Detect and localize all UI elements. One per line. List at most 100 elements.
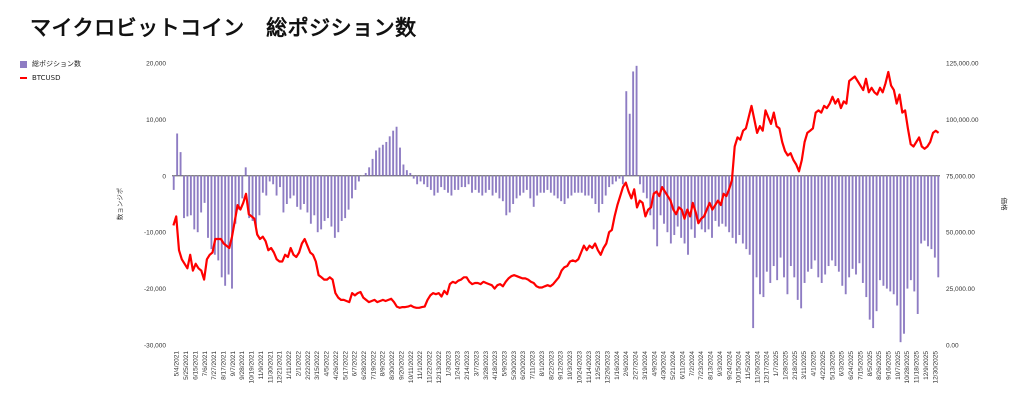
bar [765, 175, 768, 272]
bar [889, 175, 892, 292]
bar [848, 175, 851, 278]
bar [491, 175, 494, 196]
legend-item-bars: 総ポジション数 [20, 59, 81, 69]
x-tick-label: 1/7/2025 [773, 351, 780, 377]
bar [735, 175, 737, 244]
bar [193, 175, 196, 230]
bar [405, 170, 408, 176]
x-tick-label: 11/30/2021 [267, 351, 274, 383]
bar [237, 175, 240, 210]
bar [656, 175, 659, 247]
bar [906, 175, 909, 289]
x-tick-label: 5/9/2023 [502, 351, 509, 377]
x-tick-label: 12/30/2025 [932, 351, 939, 384]
bar [724, 175, 727, 227]
x-tick-label: 7/23/2024 [698, 351, 705, 380]
x-tick-label: 9/20/2022 [399, 351, 406, 380]
bar [868, 175, 871, 320]
bar [474, 175, 477, 190]
bar [255, 175, 257, 227]
bar [543, 175, 545, 193]
bar [635, 65, 638, 176]
bar [608, 175, 611, 188]
x-tick-label: 11/22/2022 [427, 351, 434, 383]
bar [327, 175, 329, 219]
bar [937, 175, 940, 278]
bar [879, 175, 881, 281]
bar [573, 175, 576, 193]
x-tick-label: 10/28/2025 [904, 351, 911, 384]
bar [316, 175, 319, 233]
x-tick-label: 8/1/2023 [539, 351, 546, 377]
bar [649, 175, 652, 216]
x-tick-label: 10/3/2023 [567, 351, 574, 380]
x-tick-label: 9/16/2025 [886, 351, 893, 380]
y-tick-left: -20,000 [144, 286, 166, 293]
x-tick-label: 3/19/2024 [642, 351, 649, 380]
bar [663, 175, 665, 224]
bar [268, 175, 271, 182]
bar [426, 175, 429, 188]
bar [220, 175, 223, 278]
bar [282, 175, 285, 213]
bar [183, 175, 185, 219]
bar [443, 175, 446, 190]
y-axis-title-right: 価格 [1000, 198, 1009, 212]
bar [892, 175, 895, 295]
y-tick-left: -30,000 [144, 343, 166, 350]
bar [234, 175, 237, 224]
bar [837, 175, 840, 272]
bar [567, 175, 569, 199]
bar [203, 175, 206, 203]
bar [467, 175, 470, 185]
bar [858, 175, 861, 264]
bar [453, 175, 456, 190]
x-tick-label: 1/3/2023 [445, 351, 452, 377]
bar [841, 175, 844, 286]
x-tick-label: 9/3/2024 [717, 351, 724, 377]
y-tick-right: 100,000.00 [946, 117, 979, 124]
bar [632, 71, 635, 176]
bar [618, 175, 621, 179]
bar [375, 150, 377, 176]
x-tick-label: 7/11/2023 [530, 351, 537, 380]
bar [560, 175, 563, 202]
bar [813, 175, 816, 261]
x-tick-label: 5/25/2021 [183, 351, 190, 380]
y-tick-right: 125,000.00 [946, 61, 979, 68]
bar [392, 130, 395, 176]
bar [207, 175, 209, 238]
x-tick-label: 11/18/2025 [914, 351, 921, 383]
bar [903, 175, 905, 334]
bar [213, 175, 216, 255]
x-tick-label: 11/9/2021 [258, 351, 265, 380]
bar [484, 175, 487, 193]
bar [704, 175, 707, 233]
x-tick-label: 5/21/2024 [670, 351, 677, 380]
bar [313, 175, 316, 216]
bar [505, 175, 508, 216]
bar [227, 175, 230, 275]
bar [549, 175, 552, 193]
x-tick-label: 12/9/2025 [923, 351, 930, 380]
y-tick-right: 75,000.00 [946, 173, 975, 180]
bar [320, 175, 323, 230]
legend-swatch-line [20, 77, 27, 79]
bar [865, 175, 868, 298]
bar [450, 175, 453, 196]
x-tick-label: 3/28/2023 [483, 351, 490, 380]
legend-label-bars: 総ポジション数 [32, 60, 81, 68]
x-tick-label: 6/24/2025 [848, 351, 855, 380]
bar [546, 175, 549, 190]
bar [395, 126, 398, 176]
bar [172, 175, 175, 190]
bar [621, 175, 624, 185]
bar [615, 175, 617, 182]
x-tick-label: 10/15/2024 [736, 351, 743, 384]
bar [460, 175, 463, 188]
bar [309, 175, 312, 224]
x-tick-label: 2/18/2025 [792, 351, 799, 380]
bar [378, 147, 381, 176]
y-tick-left: 0 [162, 173, 166, 180]
bar [591, 175, 593, 199]
